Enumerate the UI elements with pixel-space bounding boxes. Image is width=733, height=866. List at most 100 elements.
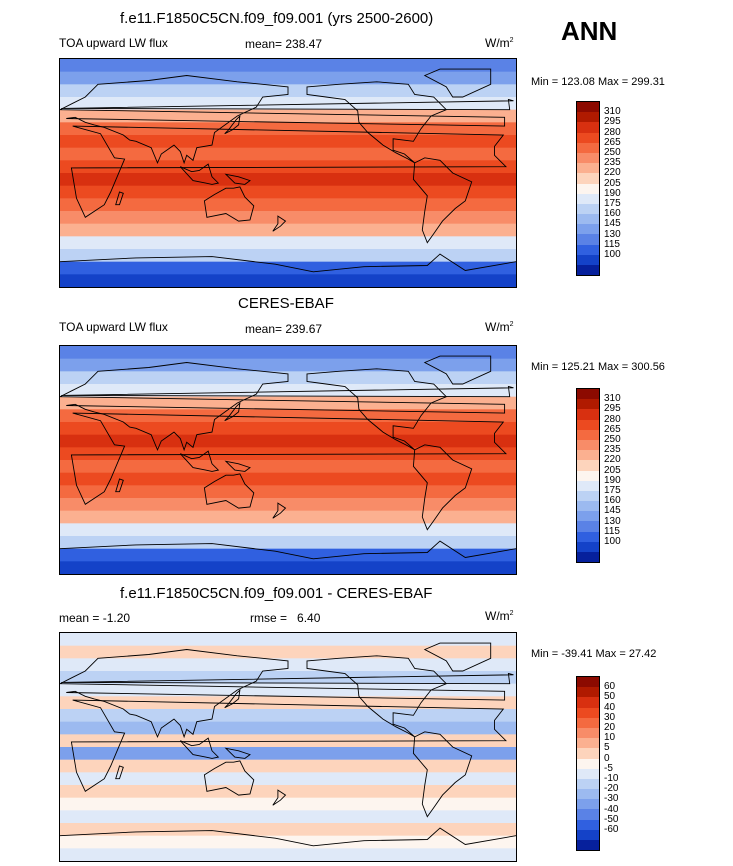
- colorbar-tick-label: -20: [604, 783, 619, 795]
- colorbar-swatch: [577, 389, 599, 400]
- colorbar-swatch: [577, 697, 599, 708]
- field-band: [60, 848, 516, 861]
- colorbar-swatch: [577, 470, 599, 481]
- panel-2-variable: TOA upward LW flux: [59, 320, 168, 334]
- coastline-europe-asia: [60, 75, 506, 165]
- colorbar-tick-label: 50: [604, 691, 616, 703]
- coastline-indonesia: [179, 450, 220, 472]
- colorbar-swatch: [577, 840, 599, 851]
- colorbar-tick-label: 235: [604, 157, 621, 169]
- panel-2-map: [59, 345, 517, 575]
- coastline-uk: [61, 98, 514, 111]
- panel-2-title: CERES-EBAF: [238, 295, 334, 312]
- colorbar-swatch: [577, 419, 599, 430]
- colorbar-swatch: [577, 490, 599, 502]
- field-band: [60, 759, 516, 773]
- colorbar-tick-label: 0: [604, 752, 610, 764]
- colorbar-tick-label: -5: [604, 762, 613, 774]
- field-band: [60, 122, 516, 136]
- colorbar-swatch: [577, 183, 599, 194]
- field-band: [60, 173, 516, 187]
- map-field-svg: [60, 346, 516, 574]
- panel-2-mean: mean= 239.67: [245, 322, 322, 336]
- colorbar-tick-label: 265: [604, 136, 621, 148]
- colorbar-swatch: [577, 501, 599, 512]
- panel-3-mean: mean = -1.20: [59, 611, 131, 625]
- field-band: [60, 835, 516, 849]
- colorbar-swatch: [577, 450, 599, 461]
- colorbar-swatch: [577, 132, 599, 143]
- coastline-madagascar: [115, 765, 124, 780]
- colorbar-tick-label: 220: [604, 167, 621, 179]
- field-band: [60, 346, 516, 360]
- map-field-svg: [60, 59, 516, 287]
- coastline-new-guinea: [224, 747, 251, 759]
- field-band: [60, 409, 516, 423]
- coastline-new-guinea: [224, 173, 251, 185]
- colorbar-swatch: [577, 409, 599, 420]
- panel-3-colorbar: 60 50 40 30 20 10 5 0 -5 -10 -20 -30 -40 -50 -60: [576, 676, 618, 852]
- colorbar-swatch: [577, 112, 599, 123]
- field-band: [60, 261, 516, 275]
- panel-1-colorbar: 310 295 280 265 250 235 220 205 190 175 160 145 130 1…: [576, 101, 621, 277]
- field-band: [60, 810, 516, 824]
- colorbar-swatch: [577, 214, 599, 225]
- colorbar-swatch: [577, 768, 599, 779]
- field-band: [60, 772, 516, 786]
- field-band: [60, 561, 516, 574]
- panel-3-rmse: rmse = 6.40: [250, 611, 320, 625]
- colorbar-tick-label: 190: [604, 187, 621, 199]
- colorbar-tick-label: 10: [604, 732, 616, 744]
- colorbar-tick-label: 265: [604, 423, 621, 435]
- field-band: [60, 249, 516, 263]
- field-band: [60, 422, 516, 436]
- field-band: [60, 109, 516, 123]
- colorbar-tick-label: -50: [604, 813, 619, 825]
- season-label: ANN: [561, 16, 618, 46]
- colorbar-tick-label: 160: [604, 208, 621, 220]
- colorbar-tick-label: -40: [604, 803, 619, 815]
- field-band: [60, 747, 516, 761]
- coastline-indonesia: [179, 737, 220, 759]
- field-band: [60, 147, 516, 161]
- field-band: [60, 823, 516, 837]
- panel-2-minmax: Min = 125.21 Max = 300.56: [531, 361, 665, 373]
- panel-1-variable: TOA upward LW flux: [59, 36, 168, 50]
- field-band: [60, 274, 516, 287]
- coastline-japan: [224, 114, 241, 135]
- field-band: [60, 59, 516, 73]
- colorbar-tick-label: 295: [604, 116, 621, 128]
- coastline-madagascar: [115, 478, 124, 493]
- colorbar-tick-label: 280: [604, 126, 621, 138]
- panel-3-map: [59, 632, 517, 862]
- panel-3-minmax: Min = -39.41 Max = 27.42: [531, 648, 657, 660]
- colorbar-swatch: [577, 727, 599, 739]
- colorbar-tick-label: 205: [604, 177, 621, 189]
- colorbar-swatch: [577, 809, 599, 820]
- colorbar-tick-label: 205: [604, 464, 621, 476]
- colorbar-tick-label: 20: [604, 722, 616, 733]
- colorbar-tick-label: 100: [604, 249, 621, 260]
- colorbar-tick-label: 220: [604, 454, 621, 466]
- field-band: [60, 211, 516, 225]
- field-band: [60, 709, 516, 723]
- colorbar-swatch: [577, 511, 599, 522]
- colorbar-tick-label: 5: [604, 742, 610, 754]
- field-band: [60, 510, 516, 524]
- coastline-australia: [203, 760, 255, 796]
- coastline-new-guinea: [224, 460, 251, 472]
- colorbar-swatch: [577, 829, 599, 840]
- panel-2-mean-value: 239.67: [285, 322, 323, 336]
- coastline-new-zealand: [272, 789, 287, 806]
- coastline-japan: [224, 401, 241, 422]
- field-band: [60, 683, 516, 697]
- colorbar-swatch: [577, 738, 599, 749]
- field-band: [60, 71, 516, 85]
- colorbar-swatch: [577, 758, 599, 769]
- colorbar-tick-label: 175: [604, 198, 621, 209]
- colorbar-tick-label: -60: [604, 824, 619, 835]
- colorbar-swatch: [577, 677, 599, 688]
- colorbar-swatch: [577, 439, 599, 451]
- field-band: [60, 785, 516, 799]
- colorbar-swatch: [577, 778, 599, 790]
